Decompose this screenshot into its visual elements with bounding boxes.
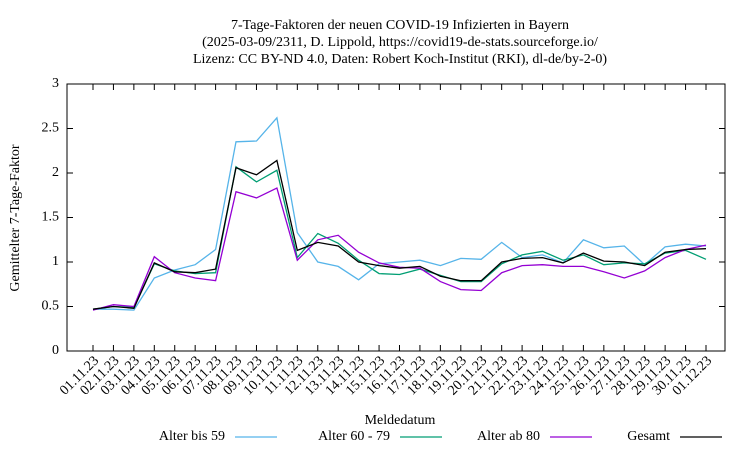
legend-label: Alter bis 59 [159, 429, 225, 444]
chart-subtitle: Lizenz: CC BY-ND 4.0, Daten: Robert Koch… [193, 52, 607, 67]
series-line [92, 187, 707, 311]
y-tick-label: 2 [52, 165, 59, 180]
y-tick-label: 1.5 [42, 210, 60, 225]
y-axis-label: Gemittelter 7-Tage-Faktor [8, 144, 23, 291]
chart-subtitle: (2025-03-09/2311, D. Lippold, https://co… [202, 35, 598, 50]
y-tick-label: 0 [52, 343, 59, 358]
y-tick-label: 0.5 [42, 299, 60, 314]
legend-label: Alter ab 80 [477, 429, 540, 444]
chart-title: 7-Tage-Faktoren der neuen COVID-19 Infiz… [231, 18, 569, 33]
y-tick-label: 2.5 [42, 121, 60, 136]
series-line [93, 116, 707, 311]
plot-border [66, 83, 726, 352]
legend-label: Gesamt [627, 429, 670, 444]
series-line [92, 165, 707, 310]
legend-label: Alter 60 - 79 [318, 429, 390, 444]
y-tick-label: 3 [52, 76, 59, 91]
y-tick-label: 1 [52, 254, 59, 269]
x-axis-label: Meldedatum [365, 413, 436, 428]
series-line [92, 159, 707, 310]
